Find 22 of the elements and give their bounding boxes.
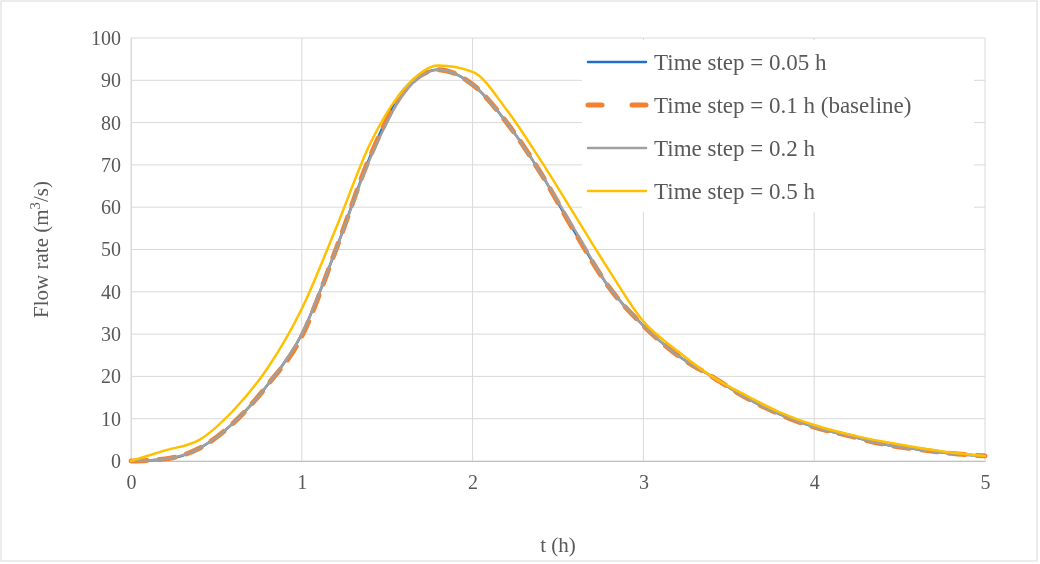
- legend-label: Time step = 0.05 h: [654, 50, 827, 75]
- y-tick-label: 70: [101, 153, 121, 176]
- x-axis-title: t (h): [540, 533, 576, 557]
- y-tick-label: 80: [101, 111, 121, 134]
- y-tick-label: 90: [101, 69, 121, 92]
- legend-label: Time step = 0.2 h: [654, 136, 816, 161]
- y-tick-label: 30: [101, 323, 121, 345]
- y-tick-label: 60: [101, 196, 121, 219]
- legend-label: Time step = 0.1 h (baseline): [654, 93, 912, 118]
- x-tick-label: 5: [980, 471, 991, 494]
- y-tick-label: 0: [111, 449, 121, 472]
- y-tick-label: 10: [101, 407, 121, 430]
- y-tick-label: 40: [101, 280, 121, 303]
- y-tick-label: 100: [91, 26, 121, 49]
- x-tick-label: 0: [126, 471, 137, 494]
- x-tick-label: 3: [638, 471, 649, 494]
- x-tick-label: 4: [809, 471, 820, 494]
- x-tick-label: 1: [297, 471, 308, 494]
- x-tick-label: 2: [468, 471, 479, 494]
- legend-label: Time step = 0.5 h: [654, 179, 816, 204]
- y-tick-label: 20: [101, 365, 121, 388]
- y-tick-label: 50: [101, 238, 121, 261]
